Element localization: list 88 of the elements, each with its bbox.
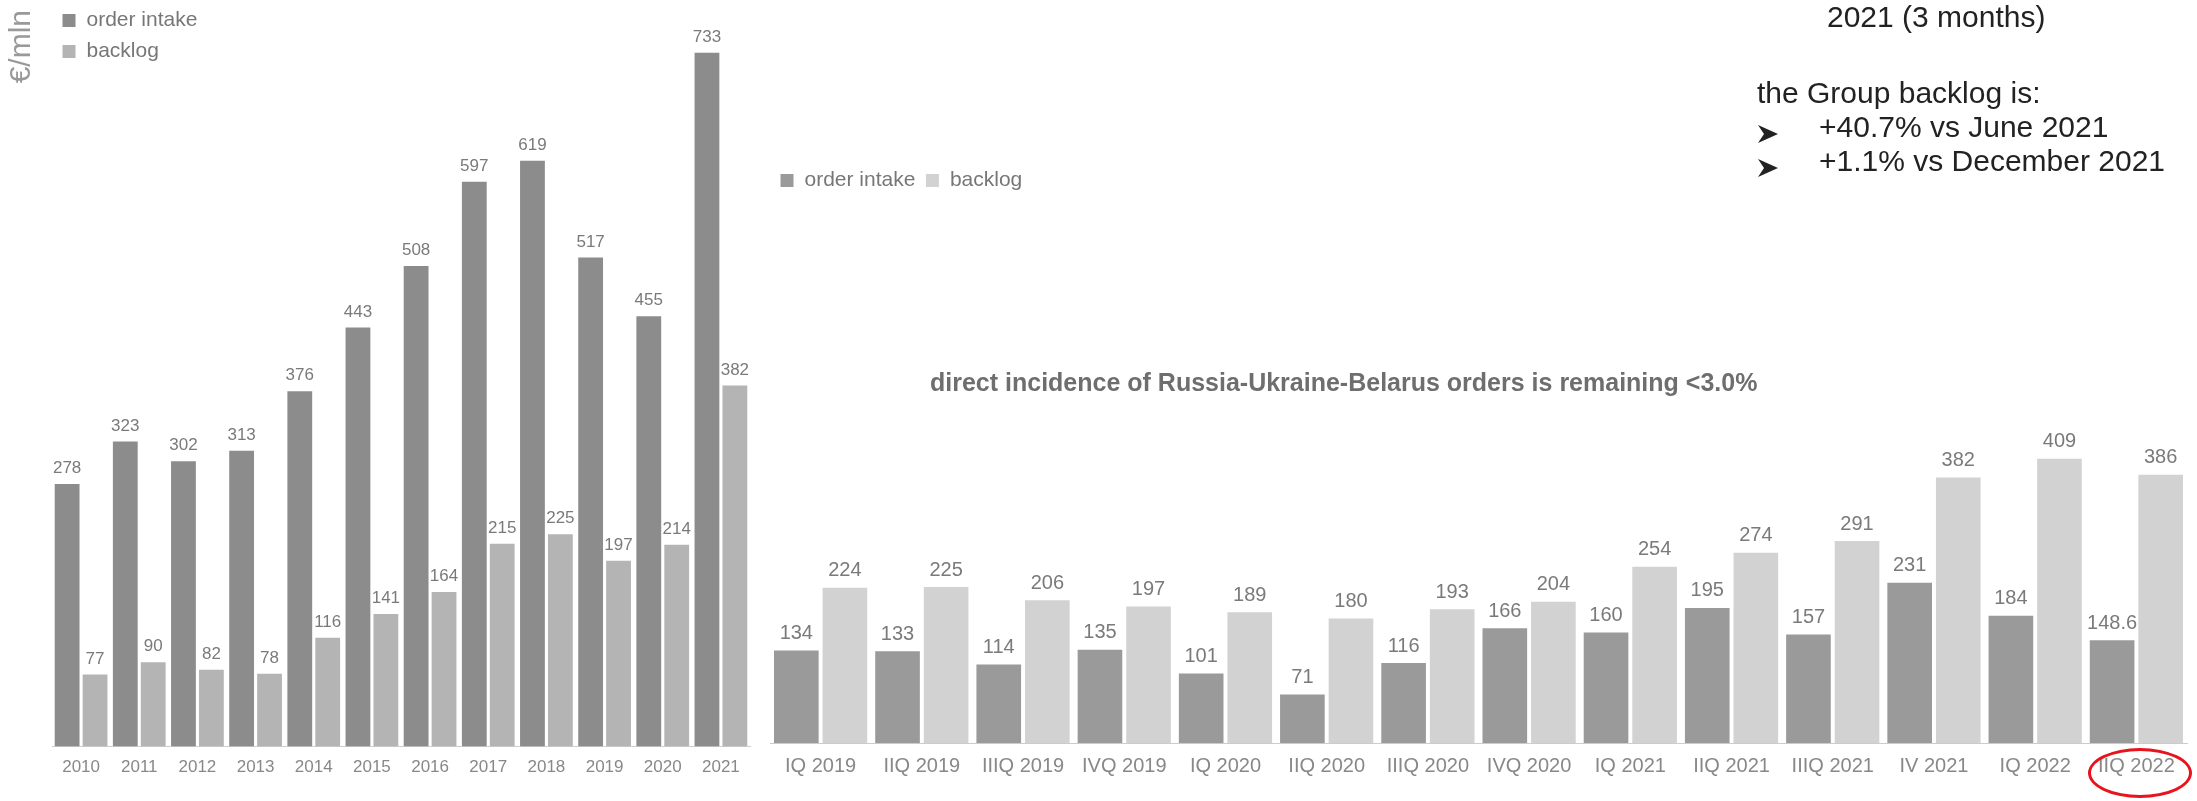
data-label: 197: [604, 535, 633, 555]
x-tick-label: IIIQ 2020: [1386, 753, 1470, 776]
data-label: 508: [401, 240, 431, 260]
data-label: 133: [880, 621, 915, 644]
data-label: 160: [1589, 602, 1623, 625]
x-tick-label: IIQ 2021: [1693, 753, 1770, 776]
x-tick-label: 2018: [527, 757, 566, 777]
data-label: 517: [576, 231, 605, 251]
x-tick-label: 2019: [585, 757, 624, 777]
legend-label: order intake: [804, 167, 916, 191]
data-label: 193: [1435, 579, 1469, 602]
x-tick-label: 2011: [120, 757, 158, 777]
data-label: 116: [314, 611, 342, 631]
x-tick-label: IV 2021: [1899, 753, 1969, 776]
data-label: 148.6: [2087, 610, 2138, 633]
data-label: 184: [1994, 586, 2028, 609]
data-label: 164: [429, 566, 459, 586]
x-tick-label: 2016: [411, 757, 449, 777]
data-label: 274: [1739, 523, 1773, 546]
x-tick-label: 2013: [236, 757, 275, 777]
data-label: 443: [343, 301, 373, 321]
x-tick-label: 2012: [178, 757, 217, 777]
data-label: 214: [662, 518, 691, 538]
data-label: 382: [720, 359, 750, 379]
data-label: 386: [2144, 445, 2178, 468]
data-label: 197: [1131, 577, 1166, 600]
x-tick-label: 2010: [62, 757, 100, 777]
y-axis-title: €/mln: [3, 10, 37, 84]
data-label: 619: [518, 134, 547, 154]
data-label: 206: [1030, 570, 1065, 593]
text: 2021 (3 months): [1827, 0, 2046, 33]
data-label: 134: [779, 621, 813, 644]
data-label: 157: [1791, 605, 1826, 627]
data-label: 77: [85, 648, 105, 668]
data-label: 189: [1233, 582, 1267, 605]
text: +40.7% vs June 2021: [1819, 110, 2109, 143]
x-tick-label: IQ 2022: [1999, 753, 2071, 776]
data-label: 78: [260, 647, 279, 667]
data-label: 313: [227, 425, 256, 445]
data-label: 225: [929, 557, 963, 580]
x-tick-label: IQ 2019: [785, 753, 857, 776]
x-tick-label: 2021: [702, 757, 740, 777]
x-tick-label: IVQ 2019: [1081, 753, 1167, 776]
legend-label: backlog: [86, 38, 159, 62]
data-label: 215: [488, 517, 517, 537]
x-tick-label: IIIQ 2019: [981, 753, 1065, 776]
data-label: 323: [111, 415, 140, 435]
data-label: 376: [285, 365, 314, 385]
data-label: 455: [634, 290, 663, 310]
x-tick-label: IIQ 2019: [883, 753, 961, 776]
data-label: 82: [201, 644, 221, 664]
data-label: 180: [1334, 588, 1368, 611]
data-label: 225: [546, 508, 575, 528]
data-label: 166: [1488, 598, 1522, 621]
data-label: 733: [692, 26, 722, 46]
x-tick-label: IIQ 2020: [1288, 753, 1366, 776]
x-tick-label: IQ 2021: [1594, 753, 1666, 776]
x-tick-label: IIQ 2022: [2098, 753, 2175, 776]
x-tick-label: 2014: [294, 757, 333, 777]
data-label: 409: [2042, 429, 2077, 452]
data-label: 101: [1184, 644, 1218, 667]
data-label: 291: [1840, 511, 1874, 534]
x-tick-label: 2020: [643, 757, 682, 777]
x-tick-label: IIIQ 2021: [1791, 753, 1874, 776]
data-label: 71: [1291, 664, 1314, 687]
data-label: 382: [1941, 448, 1975, 471]
text: the Group backlog is:: [1757, 76, 2041, 109]
data-label: 135: [1083, 620, 1117, 643]
data-label: 141: [371, 588, 401, 608]
data-label: 302: [169, 435, 198, 455]
text: direct incidence of Russia-Ukraine-Belarus orders is remaining <3.0%: [930, 368, 1758, 397]
data-label: 195: [1690, 578, 1724, 601]
data-label: 597: [460, 155, 489, 175]
data-label: 224: [828, 558, 862, 581]
data-label: 254: [1637, 537, 1672, 560]
data-label: 231: [1892, 553, 1927, 576]
x-tick-label: 2017: [469, 757, 508, 777]
data-label: 204: [1536, 572, 1571, 595]
text: +1.1% vs December 2021: [1819, 144, 2166, 177]
x-tick-label: IVQ 2020: [1486, 753, 1572, 776]
legend-label: backlog: [949, 167, 1023, 191]
data-label: 116: [1387, 633, 1420, 656]
legend-label: order intake: [86, 7, 198, 31]
x-tick-label: 2015: [353, 757, 391, 777]
data-label: 278: [52, 458, 82, 478]
data-label: 90: [143, 636, 163, 656]
data-label: 114: [982, 634, 1015, 657]
x-tick-label: IQ 2020: [1189, 753, 1262, 776]
